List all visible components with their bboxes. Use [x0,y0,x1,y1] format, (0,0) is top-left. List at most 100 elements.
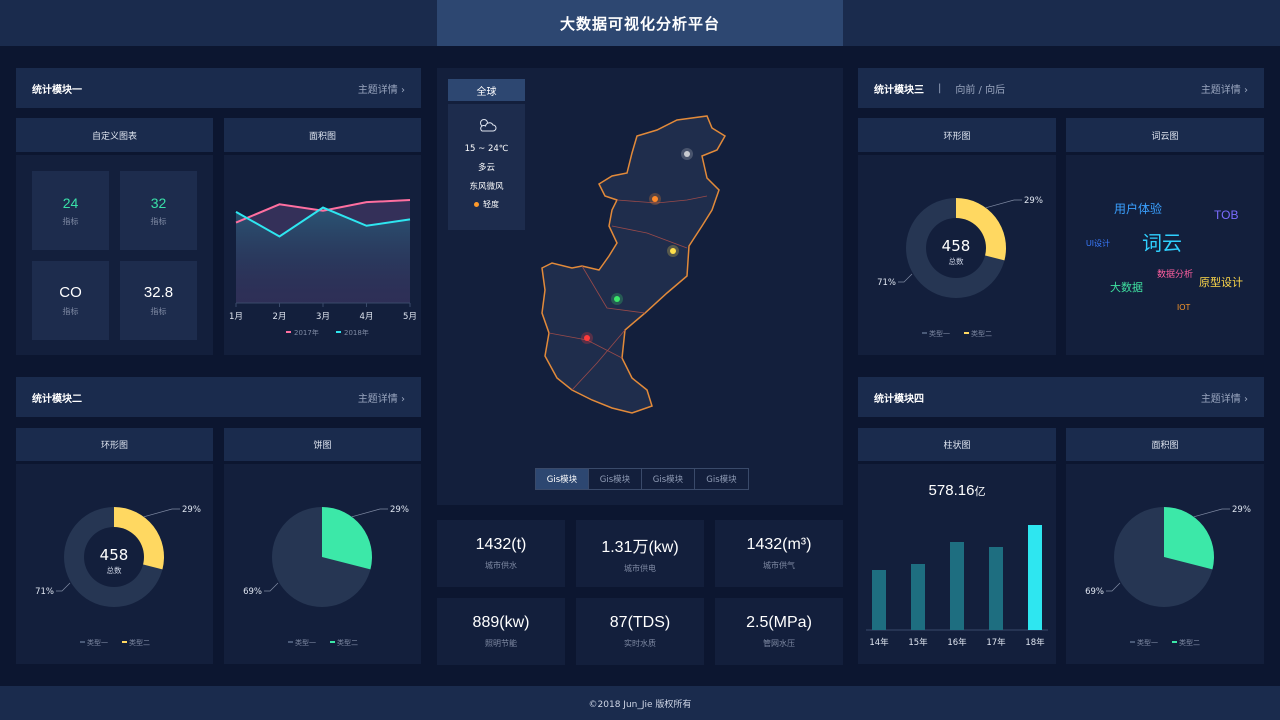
pct-label-a: 29% [1024,196,1043,206]
tab-gis-2[interactable]: Gis模块 [589,469,642,489]
pie-chart-panel: 29% 69% 类型一 类型二 [1066,464,1264,664]
air-quality: 轻度 [448,199,525,210]
x-tick-label: 15年 [908,637,928,648]
module1-header: 统计模块一 主题详情 › [16,68,421,108]
cloud-sun-icon [448,116,525,138]
ring-chart-panel: 29% 71% 458 总数 类型一 类型二 [16,464,213,664]
legend-label: 类型一 [1137,638,1158,647]
stat-card: 32.8 指标 [120,261,197,340]
legend-swatch [80,641,85,643]
legend-swatch [330,641,335,643]
map-marker[interactable] [684,151,690,157]
legend-label: 类型二 [971,329,992,338]
kpi-card: 1.31万(kw) 城市供电 [576,520,704,587]
ring-chart-title: 环形图 [858,118,1056,152]
map-marker[interactable] [670,248,676,254]
region-map [541,115,727,414]
module4-detail-link[interactable]: 主题详情 › [1200,393,1248,405]
gis-tabs: Gis模块 Gis模块 Gis模块 Gis模块 [535,468,749,490]
x-tick-label: 5月 [403,312,417,322]
ring-chart-panel: 29% 71% 458 总数 类型一 类型二 [858,155,1056,355]
x-tick-label: 18年 [1025,637,1045,648]
word: UI设计 [1086,239,1110,248]
kpi-label: 实时水质 [624,639,656,648]
pct-label-a: 29% [390,505,409,515]
bar-total-unit: 亿 [974,486,986,498]
x-tick-label: 4月 [360,312,374,322]
word: TOB [1214,208,1239,222]
stat-label: 指标 [150,216,167,226]
legend-label: 类型二 [337,638,358,647]
map-marker[interactable] [584,335,590,341]
module3-nav[interactable]: 向前 / 向后 [955,84,1006,96]
legend-swatch [964,332,969,334]
module1-detail-link[interactable]: 主题详情 › [357,84,405,96]
area-chart: 1月 2月 3月 4月 5月 2017年 2018年 [229,199,417,337]
module1-title: 统计模块一 [32,84,82,96]
x-tick-label: 17年 [986,637,1006,648]
module4-title: 统计模块四 [874,393,924,405]
map-marker[interactable] [652,196,658,202]
label-line-a [143,508,180,518]
region-tab[interactable]: 全球 [448,79,525,101]
kpi-label: 城市供气 [763,561,795,570]
bar-chart-panel: 578.16亿 14年 15年 16年 17年 18年 [858,464,1056,664]
pie-chart: 29% 69% 类型一 类型二 [1085,505,1251,647]
stat-label: 指标 [150,307,167,316]
bar [911,564,925,630]
header-right-band [843,0,1280,46]
x-tick-label: 2月 [273,312,287,322]
weather-wind: 东风微风 [469,182,504,192]
kpi-label: 城市供水 [485,561,517,570]
module2-title: 统计模块二 [32,393,82,405]
area-chart-panel: 1月 2月 3月 4月 5月 2017年 2018年 [224,155,421,355]
kpi-label: 管网水压 [763,639,795,648]
kpi-value: 1432(t) [475,536,527,553]
map-marker[interactable] [614,296,620,302]
footer: ©2018 Jun_Jie 版权所有 [0,686,1280,720]
map-outline [541,115,727,414]
pct-label-b: 69% [1085,587,1104,597]
kpi-value: 87(TDS) [609,614,671,631]
word: 数据分析 [1157,269,1194,279]
header-left-band [0,0,437,46]
kpi-value: 2.5(MPa) [746,614,812,631]
tab-gis-4[interactable]: Gis模块 [706,475,737,485]
pct-label-b: 71% [35,587,54,597]
word: 词云 [1142,233,1182,255]
tab-gis-1[interactable]: Gis模块 [536,469,589,489]
legend-swatch [336,331,341,333]
kpi-card: 1432(m³) 城市供气 [715,520,843,587]
air-quality-label: 轻度 [483,200,499,209]
label-line-b [1106,582,1121,592]
bar [989,547,1003,630]
air-quality-dot [474,202,479,207]
module2-detail-link[interactable]: 主题详情 › [357,393,405,405]
ring-total: 458 [100,546,129,564]
ring-hole [84,527,144,587]
tab-gis-3[interactable]: Gis模块 [642,469,695,489]
legend-label: 2018年 [344,328,369,337]
label-line-b [56,582,71,592]
kpi-card: 2.5(MPa) 管网水压 [715,598,843,665]
legend-label: 类型二 [1179,638,1200,647]
ring-total-label: 总数 [949,256,964,266]
custom-chart-title: 自定义图表 [16,118,213,152]
legend-label: 类型二 [129,638,150,647]
legend-swatch [286,331,291,333]
legend-label: 类型一 [87,638,108,647]
legend-label: 2017年 [294,328,319,337]
wordcloud-panel: 用户体验 TOB UI设计 词云 数据分析 原型设计 大数据 IOT [1066,155,1264,355]
module3-detail-link[interactable]: 主题详情 › [1200,84,1248,96]
pie-chart-title: 饼图 [224,428,421,461]
stat-value: CO [59,284,82,301]
label-line-b [264,582,279,592]
stat-card: 24 指标 [32,171,109,250]
word: 原型设计 [1199,277,1243,289]
x-tick-label: 3月 [316,312,330,322]
kpi-label: 照明节能 [485,639,517,648]
module3-separator: | [938,82,942,94]
pct-label-b: 69% [243,587,262,597]
ring-hole [926,218,986,278]
slice-a [1164,507,1214,570]
